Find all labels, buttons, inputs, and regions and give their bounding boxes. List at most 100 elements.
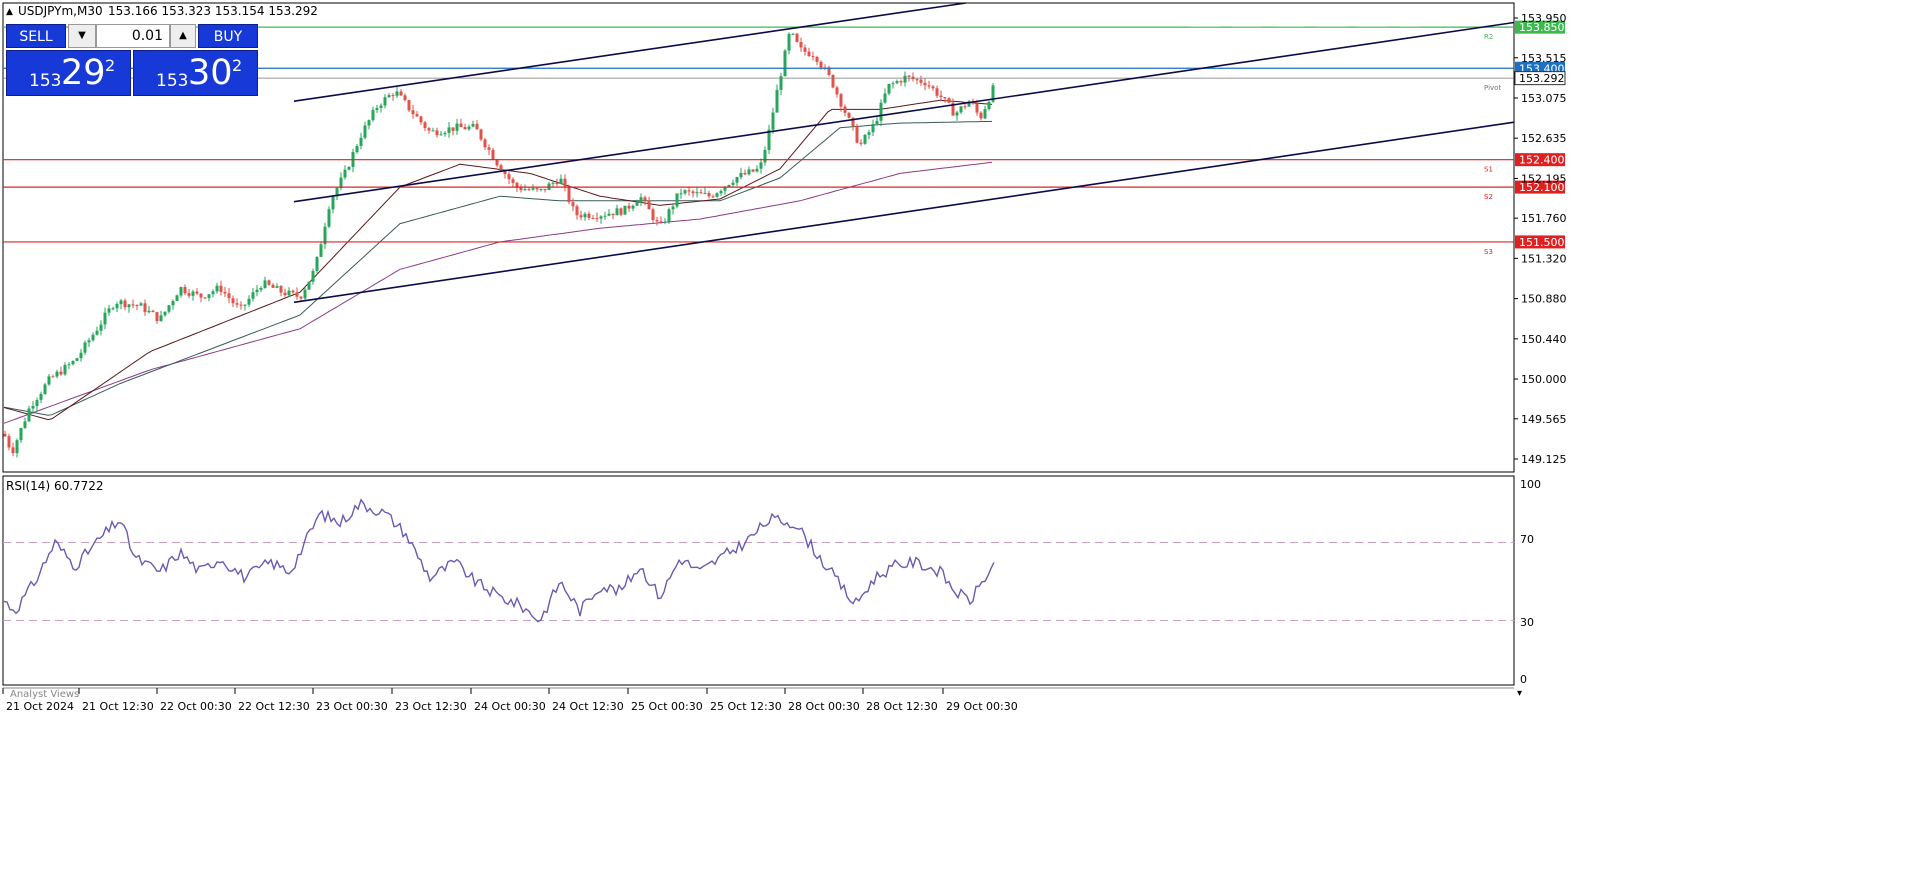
candle-body [295, 292, 299, 297]
candle-body [147, 310, 151, 313]
candle-body [515, 182, 519, 188]
candle-body [331, 196, 335, 210]
candle-body [735, 177, 739, 183]
candle-body [987, 101, 991, 110]
candle-body [407, 100, 411, 111]
level-tag-s2: S2 [1484, 193, 1493, 201]
pivot-levels: 153.850R2153.400153.292Pivot152.400S1152… [3, 20, 1566, 256]
rsi-level-100: 100 [1520, 478, 1541, 491]
channel-line-middle [293, 21, 1515, 203]
candle-body [303, 289, 307, 299]
time-axis-label: 24 Oct 00:30 [474, 700, 546, 713]
candle-body [623, 205, 627, 215]
ma-fast-line [3, 99, 993, 421]
candle-body [111, 308, 115, 310]
buy-button[interactable]: BUY [198, 24, 258, 48]
scroll-down-icon[interactable]: ▾ [1517, 688, 1522, 699]
candle-body [551, 182, 555, 184]
candle-body [787, 33, 791, 51]
candle-body [655, 220, 659, 222]
sell-price-pips: 29 [61, 53, 106, 93]
candle-body [955, 112, 959, 116]
candle-body [439, 134, 443, 136]
candle-body [275, 286, 279, 288]
candle-body [795, 33, 799, 42]
sell-price-quote[interactable]: 153 29 2 [6, 50, 131, 96]
candle-body [215, 285, 219, 292]
level-tag-s1: S1 [1484, 166, 1493, 174]
candle-body [507, 174, 511, 180]
candle-body [851, 117, 855, 126]
candle-body [671, 206, 675, 210]
candle-body [791, 33, 795, 35]
candle-body [783, 50, 787, 77]
candle-body [903, 75, 907, 83]
level-price-tag-s1: 152.400 [1519, 154, 1565, 167]
sell-button[interactable]: SELL [6, 24, 66, 48]
candle-body [615, 208, 619, 216]
candle-body [687, 190, 691, 192]
candle-body [643, 197, 647, 201]
candle-body [979, 112, 983, 119]
candle-body [27, 408, 31, 422]
candle-body [87, 340, 91, 343]
candle-body [191, 291, 195, 296]
rsi-frame [2, 475, 1515, 686]
candle-body [499, 165, 503, 171]
price-axis-label: 151.760 [1521, 212, 1567, 225]
candle-body [543, 188, 547, 191]
lot-size-input[interactable]: 0.01 [96, 24, 170, 48]
candle-body [559, 178, 563, 184]
candle-body [443, 132, 447, 135]
candle-body [827, 67, 831, 75]
time-axis-label: 25 Oct 00:30 [631, 700, 703, 713]
candle-body [831, 75, 835, 88]
candle-body [59, 371, 63, 375]
symbol-arrow-icon[interactable]: ▲ [6, 7, 13, 17]
level-tag-pivot: Pivot [1484, 84, 1501, 92]
level-tag-r2: R2 [1484, 33, 1493, 41]
lot-increase-button[interactable]: ▲ [170, 24, 196, 48]
time-axis-label: 29 Oct 00:30 [946, 700, 1018, 713]
candle-body [763, 150, 767, 163]
price-axis-label: 149.565 [1521, 413, 1567, 426]
time-axis-label: 24 Oct 12:30 [552, 700, 624, 713]
candle-body [491, 149, 495, 160]
candle-body [819, 61, 823, 68]
candle-body [79, 352, 83, 359]
price-axis-label: 152.195 [1521, 172, 1567, 185]
candle-body [143, 303, 147, 313]
candle-body [599, 216, 603, 219]
candle-body [743, 173, 747, 175]
candle-body [339, 177, 343, 189]
main-chart-frame [2, 2, 1515, 473]
level-price-tag-bg-s1 [1515, 153, 1565, 167]
time-axis-label: 22 Oct 12:30 [238, 700, 310, 713]
candle-body [255, 289, 259, 293]
buy-price-pips: 30 [188, 53, 233, 93]
candle-body [843, 106, 847, 113]
candle-body [943, 97, 947, 99]
buy-price-quote[interactable]: 153 30 2 [133, 50, 258, 96]
candle-body [539, 188, 543, 190]
candle-body [839, 94, 843, 107]
candle-body [563, 178, 567, 187]
candle-body [627, 205, 631, 209]
candle-body [807, 51, 811, 56]
analyst-views-tab[interactable]: Analyst Views [10, 689, 79, 700]
candle-body [95, 330, 99, 335]
candle-body [371, 109, 375, 121]
candle-body [963, 106, 967, 108]
lot-decrease-button[interactable]: ▼ [68, 24, 96, 48]
candle-body [31, 406, 35, 409]
candle-body [719, 190, 723, 194]
candle-body [235, 303, 239, 305]
candle-body [127, 304, 131, 308]
time-axis-label: 22 Oct 00:30 [160, 700, 232, 713]
ma-mid-line [3, 120, 993, 416]
candle-body [727, 185, 731, 187]
candle-body [523, 189, 527, 191]
candle-body [403, 95, 407, 101]
